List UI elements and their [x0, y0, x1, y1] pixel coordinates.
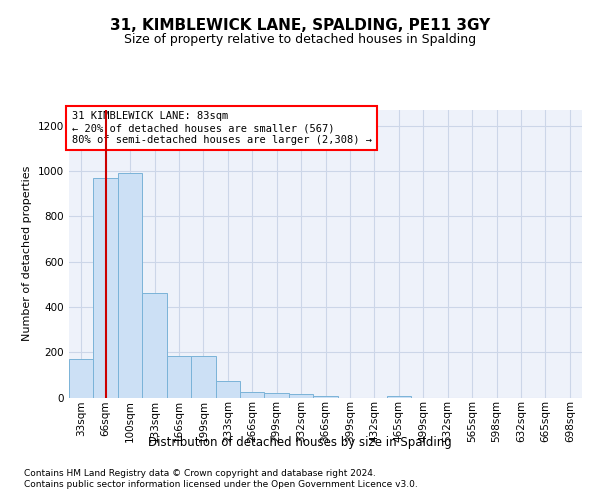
Bar — [94, 178, 118, 398]
Text: 31 KIMBLEWICK LANE: 83sqm
← 20% of detached houses are smaller (567)
80% of semi: 31 KIMBLEWICK LANE: 83sqm ← 20% of detac… — [71, 112, 371, 144]
Text: Distribution of detached houses by size in Spalding: Distribution of detached houses by size … — [148, 436, 452, 449]
Bar — [265, 393, 289, 398]
Y-axis label: Number of detached properties: Number of detached properties — [22, 166, 32, 342]
Text: 31, KIMBLEWICK LANE, SPALDING, PE11 3GY: 31, KIMBLEWICK LANE, SPALDING, PE11 3GY — [110, 18, 490, 32]
Bar — [69, 359, 94, 398]
Bar — [386, 396, 411, 398]
Text: Contains HM Land Registry data © Crown copyright and database right 2024.: Contains HM Land Registry data © Crown c… — [24, 469, 376, 478]
Bar — [313, 396, 338, 398]
Bar — [240, 392, 265, 398]
Bar — [167, 356, 191, 398]
Bar — [142, 294, 167, 398]
Bar — [118, 174, 142, 398]
Bar — [289, 394, 313, 398]
Bar — [215, 380, 240, 398]
Text: Size of property relative to detached houses in Spalding: Size of property relative to detached ho… — [124, 34, 476, 46]
Text: Contains public sector information licensed under the Open Government Licence v3: Contains public sector information licen… — [24, 480, 418, 489]
Bar — [191, 356, 215, 398]
